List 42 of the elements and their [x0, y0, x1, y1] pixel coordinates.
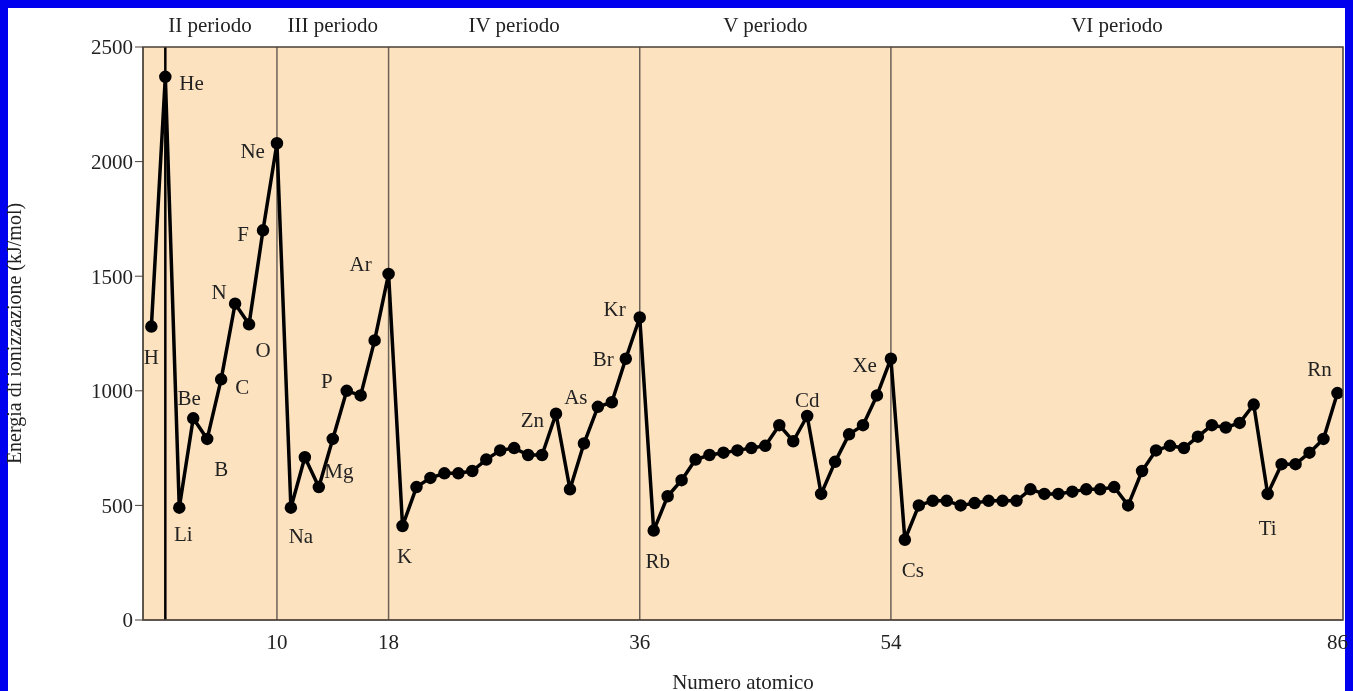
y-tick-label: 2500 — [91, 35, 133, 60]
annotation: Ar — [349, 251, 372, 276]
y-tick-label: 1000 — [91, 379, 133, 404]
annotation: P — [320, 368, 333, 393]
annotation: Be — [177, 386, 201, 411]
annotation: K — [396, 544, 413, 569]
x-tick-label: 10 — [266, 629, 288, 654]
annotation: H — [143, 344, 159, 369]
x-axis-title: Numero atomico — [672, 670, 814, 691]
annotation: Rb — [645, 548, 670, 573]
annotation: Rn — [1307, 357, 1333, 382]
y-tick-label: 2000 — [91, 150, 133, 175]
annotation: Mg — [324, 459, 354, 484]
y-tick-label: 0 — [122, 608, 133, 633]
band-label: IV periodo — [468, 13, 560, 37]
annotation: F — [237, 222, 249, 247]
annotation: Na — [288, 523, 314, 548]
annotation: B — [214, 456, 229, 481]
annotation: O — [255, 338, 271, 363]
band-label: III periodo — [287, 13, 378, 37]
band-label: VI periodo — [1071, 13, 1163, 37]
y-tick-label: 1500 — [91, 264, 133, 289]
annotation: Zn — [520, 407, 545, 432]
annotation: C — [235, 375, 250, 400]
band-label: V periodo — [723, 13, 808, 37]
annotation: Cs — [901, 557, 924, 582]
x-tick-label: 54 — [880, 629, 902, 654]
y-tick-label: 500 — [101, 493, 133, 518]
annotation: He — [179, 70, 204, 95]
annotation: Ne — [240, 139, 265, 164]
annotation: As — [564, 384, 588, 409]
annotation: Kr — [603, 297, 626, 322]
band-label: II periodo — [168, 13, 252, 37]
x-tick-label: 36 — [629, 629, 651, 654]
annotation: N — [211, 279, 227, 304]
x-tick-label: 18 — [378, 629, 400, 654]
annotation: Li — [173, 521, 193, 546]
y-axis-title: Energia di ionizzazione (kJ/mol) — [3, 202, 27, 465]
annotation: Xe — [852, 352, 877, 377]
annotation: Br — [592, 346, 614, 371]
annotation: Ti — [1258, 515, 1277, 540]
annotation: Cd — [794, 388, 820, 413]
